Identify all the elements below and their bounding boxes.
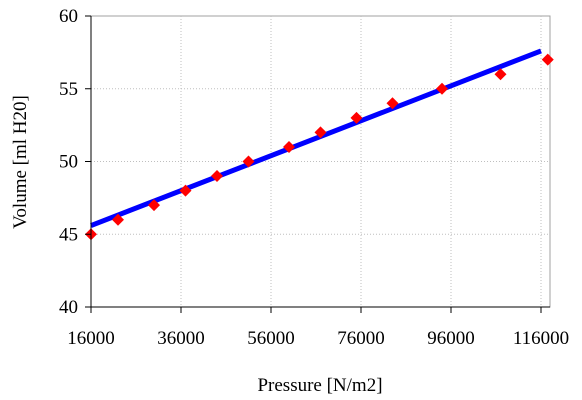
x-tick-label: 36000: [157, 328, 205, 349]
grid: [90, 15, 551, 308]
y-tick-label: 60: [59, 6, 78, 27]
data-point: [436, 82, 448, 95]
data-point: [541, 53, 554, 66]
data-point: [314, 126, 327, 139]
x-axis-title: Pressure [N/m2]: [257, 375, 382, 396]
series: [85, 48, 554, 241]
y-tick-label: 45: [59, 224, 78, 245]
tick-labels: 40 45 50 55 60 16000 36000 56000 76000 96000 11600…: [59, 6, 569, 349]
data-point: [386, 97, 399, 110]
x-tick-label: 56000: [247, 328, 295, 349]
data-point: [179, 184, 192, 197]
data-point: [112, 213, 124, 226]
x-tick-label: 96000: [427, 328, 475, 349]
y-tick-label: 40: [59, 297, 78, 318]
x-tick-label: 116000: [513, 328, 569, 349]
trendline: [90, 48, 542, 228]
y-tick-label: 55: [59, 79, 78, 100]
data-point: [283, 140, 295, 153]
data-point: [350, 111, 363, 124]
data-point: [494, 68, 507, 81]
x-tick-label: 76000: [337, 328, 385, 349]
data-point: [211, 170, 223, 183]
data-point: [148, 199, 160, 212]
x-tick-label: 16000: [67, 328, 115, 349]
y-axis-title: Volume [ml H20]: [10, 95, 31, 229]
axes: [85, 15, 550, 313]
data-point: [242, 155, 255, 168]
y-tick-label: 50: [59, 152, 78, 173]
